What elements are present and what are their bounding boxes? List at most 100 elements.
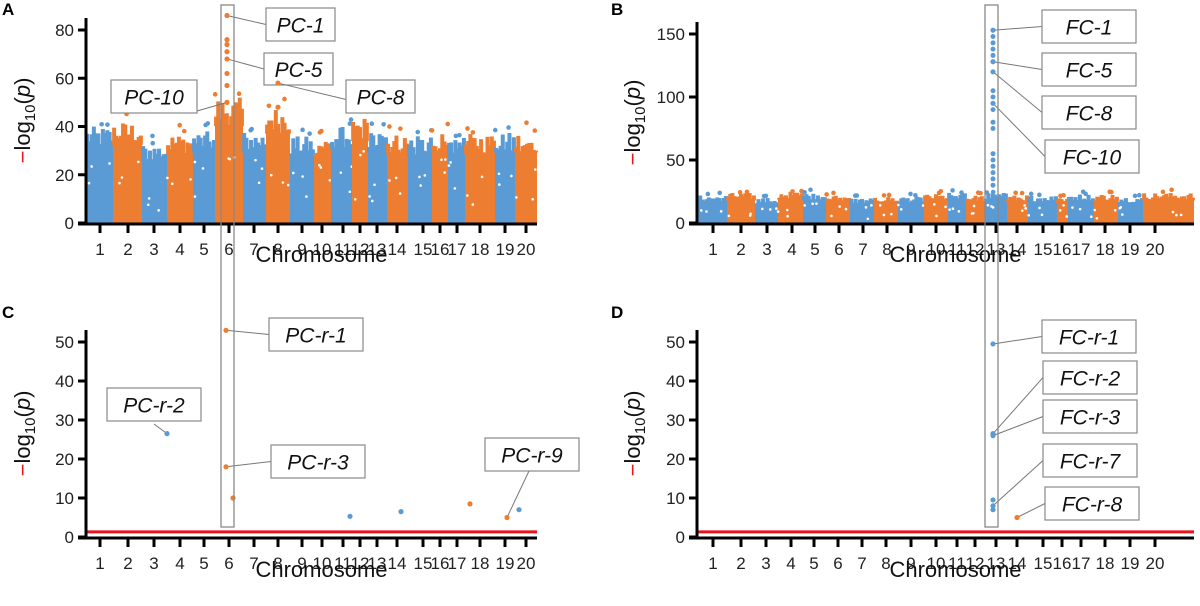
band-top xyxy=(157,148,162,162)
band-top xyxy=(797,195,802,200)
data-point xyxy=(990,119,996,125)
x-tick-label: 18 xyxy=(1096,240,1115,259)
annotation-label: PC-r-9 xyxy=(501,445,563,468)
band-top xyxy=(280,117,285,134)
band-top xyxy=(1073,197,1078,202)
annotated-point xyxy=(990,433,996,439)
data-point xyxy=(990,497,996,503)
chromosome-band-10 xyxy=(923,188,949,223)
x-tick-label: 13 xyxy=(987,554,1006,573)
chromosome-band-13 xyxy=(984,189,1008,223)
band-top xyxy=(1128,202,1133,204)
x-tick-label: 12 xyxy=(351,554,370,573)
band-top xyxy=(132,140,137,145)
chromosome-band-18 xyxy=(1093,189,1119,223)
data-point xyxy=(990,151,996,157)
x-tick-label: 10 xyxy=(927,554,946,573)
data-point xyxy=(347,513,353,519)
band-top xyxy=(344,138,349,149)
band-top xyxy=(518,151,523,153)
band-top xyxy=(116,137,121,145)
y-tick-label: 60 xyxy=(55,69,74,88)
band-top xyxy=(741,195,746,201)
band-top xyxy=(289,153,294,157)
band-top xyxy=(435,150,440,153)
band-top xyxy=(1093,200,1098,202)
data-point xyxy=(105,122,110,127)
x-tick-label: 15 xyxy=(414,240,433,259)
gap xyxy=(760,207,764,211)
gap xyxy=(87,181,91,185)
gap xyxy=(1179,213,1183,217)
band-top xyxy=(864,200,869,205)
x-tick-label: 6 xyxy=(833,554,842,573)
band-body xyxy=(215,125,243,223)
x-tick-label: 9 xyxy=(297,240,306,259)
band-top xyxy=(98,144,103,149)
data-point xyxy=(492,127,498,133)
chromosome-band-4 xyxy=(166,122,194,223)
data-point xyxy=(445,121,450,127)
band-top xyxy=(721,197,726,203)
gap xyxy=(419,184,422,187)
y-tick-label: 10 xyxy=(55,489,74,508)
x-tick-label: 4 xyxy=(175,240,184,259)
gap xyxy=(972,211,975,215)
band-top xyxy=(822,197,827,201)
label-box xyxy=(1041,52,1137,87)
band-top xyxy=(455,148,460,157)
gap xyxy=(748,214,752,217)
band-top xyxy=(931,198,936,202)
data-point xyxy=(381,122,386,127)
gap xyxy=(1119,206,1123,209)
gap xyxy=(899,208,903,211)
data-point xyxy=(808,187,813,193)
gap xyxy=(108,162,111,165)
band-top xyxy=(348,144,353,149)
band-body xyxy=(1143,199,1194,223)
data-point xyxy=(990,107,996,113)
gap xyxy=(254,158,257,162)
band-top xyxy=(888,200,893,204)
band-top xyxy=(1027,196,1032,203)
band-top xyxy=(91,126,96,149)
band-top xyxy=(464,144,469,155)
gap xyxy=(281,181,285,184)
y-tick-label: 30 xyxy=(666,411,685,430)
x-axis-title: Chromosome xyxy=(255,242,387,267)
band-body xyxy=(368,151,387,223)
band-top xyxy=(958,194,963,201)
gap xyxy=(443,171,446,174)
band-top xyxy=(831,196,836,203)
label-box xyxy=(1041,319,1137,354)
band-top xyxy=(192,138,197,153)
label-box xyxy=(106,387,202,422)
band-top xyxy=(719,201,724,203)
band-top xyxy=(708,198,713,203)
band-top xyxy=(1006,199,1011,203)
gap xyxy=(466,194,469,197)
chromosome-band-11 xyxy=(330,117,354,223)
band-top xyxy=(114,135,119,145)
data-point xyxy=(150,140,156,146)
x-tick-label: 20 xyxy=(517,240,536,259)
data-point xyxy=(99,121,104,127)
band-top xyxy=(187,144,192,155)
band-top xyxy=(820,197,825,201)
y-tick-label: 0 xyxy=(676,214,685,233)
band-top xyxy=(260,137,265,153)
band-top xyxy=(466,141,471,155)
label-box xyxy=(1042,360,1138,395)
band-top xyxy=(134,140,139,145)
data-point xyxy=(387,124,392,129)
data-point xyxy=(470,130,476,135)
gap xyxy=(1121,213,1124,216)
band-top xyxy=(815,195,820,201)
band-top xyxy=(487,145,492,155)
gap xyxy=(453,187,457,190)
band-top xyxy=(995,195,1000,201)
band-body xyxy=(1118,202,1143,223)
x-tick-label: 5 xyxy=(810,240,819,259)
band-top xyxy=(334,139,339,149)
data-point xyxy=(230,495,236,501)
